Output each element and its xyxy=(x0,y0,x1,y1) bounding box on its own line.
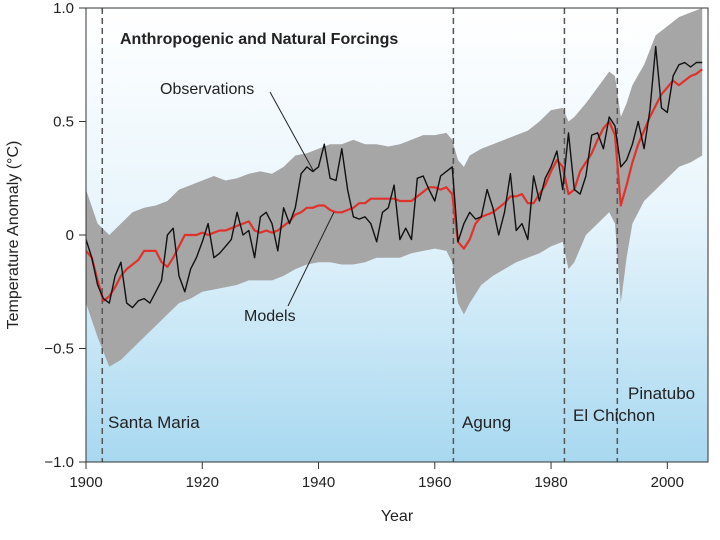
x-tick-label-1940: 1940 xyxy=(302,474,335,491)
x-tick-label-1960: 1960 xyxy=(418,474,451,491)
y-tick-label-4: 1.0 xyxy=(53,0,74,17)
x-axis: 1900 1920 1940 1960 1980 2000 xyxy=(69,462,684,491)
y-axis-title: Temperature Anomaly (°C) xyxy=(5,141,22,330)
event-label-el-chichon: El Chichon xyxy=(573,406,655,425)
event-lines xyxy=(101,8,619,462)
y-axis: −1.0 −0.5 0 0.5 1.0 xyxy=(44,0,86,471)
chart-title: Anthropogenic and Natural Forcings xyxy=(120,31,398,48)
event-label-pinatubo: Pinatubo xyxy=(628,384,695,403)
models-label: Models xyxy=(244,308,296,325)
y-tick-label-1: −0.5 xyxy=(44,341,74,358)
models-line xyxy=(86,68,703,302)
observations-leader xyxy=(269,91,315,173)
observations-label: Observations xyxy=(160,81,254,98)
observations-line xyxy=(86,45,703,309)
event-label-agung: Agung xyxy=(462,413,511,432)
x-tick-label-1900: 1900 xyxy=(69,474,102,491)
x-tick-label-1920: 1920 xyxy=(186,474,219,491)
x-tick-label-1980: 1980 xyxy=(534,474,567,491)
models-leader xyxy=(287,211,335,307)
x-tick-label-2000: 2000 xyxy=(651,474,684,491)
y-tick-label-3: 0.5 xyxy=(53,114,74,131)
y-tick-label-0: −1.0 xyxy=(44,454,74,471)
x-axis-title: Year xyxy=(381,508,414,525)
event-label-santa-maria: Santa Maria xyxy=(108,413,200,432)
y-tick-label-2: 0 xyxy=(66,227,74,244)
